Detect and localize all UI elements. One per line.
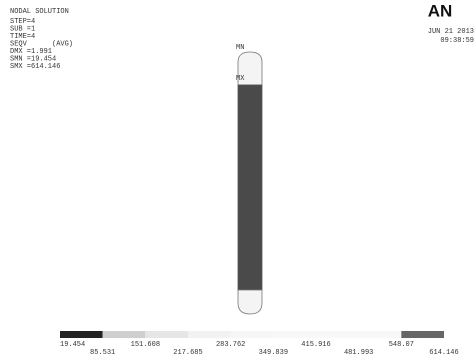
legend-swatch	[401, 331, 444, 338]
info-line: SMX =614.146	[10, 63, 60, 71]
date: JUN 21 2013	[428, 28, 474, 36]
legend-swatch	[60, 331, 103, 338]
legend-label: 217.685	[173, 349, 202, 357]
page: NODAL SOLUTION AN JUN 21 2013 09:38:59 M…	[0, 0, 476, 357]
time: 09:38:59	[440, 37, 474, 45]
legend-label: 85.531	[90, 349, 115, 357]
body	[238, 85, 262, 290]
legend-label: 151.608	[131, 341, 160, 349]
legend-swatch	[273, 331, 316, 338]
legend-label: 481.993	[344, 349, 373, 357]
legend-label: 283.762	[216, 341, 245, 349]
legend-swatch	[231, 331, 274, 338]
model	[238, 52, 262, 314]
legend-label: 614.146	[429, 349, 458, 357]
bottom-cap	[238, 290, 262, 314]
min-marker: MN	[236, 44, 244, 52]
info-title: NODAL SOLUTION	[10, 8, 69, 16]
legend-label: 19.454	[60, 341, 85, 349]
legend-swatch	[145, 331, 188, 338]
legend-swatch	[316, 331, 359, 338]
max-marker: MX	[236, 75, 245, 83]
legend-swatch	[188, 331, 231, 338]
legend-label: 349.839	[259, 349, 288, 357]
screen: NODAL SOLUTION AN JUN 21 2013 09:38:59 M…	[0, 0, 476, 357]
legend-label: 548.07	[389, 341, 414, 349]
legend-label: 415.916	[301, 341, 330, 349]
logo: AN	[428, 1, 453, 20]
legend-swatch	[359, 331, 402, 338]
legend-swatch	[103, 331, 146, 338]
